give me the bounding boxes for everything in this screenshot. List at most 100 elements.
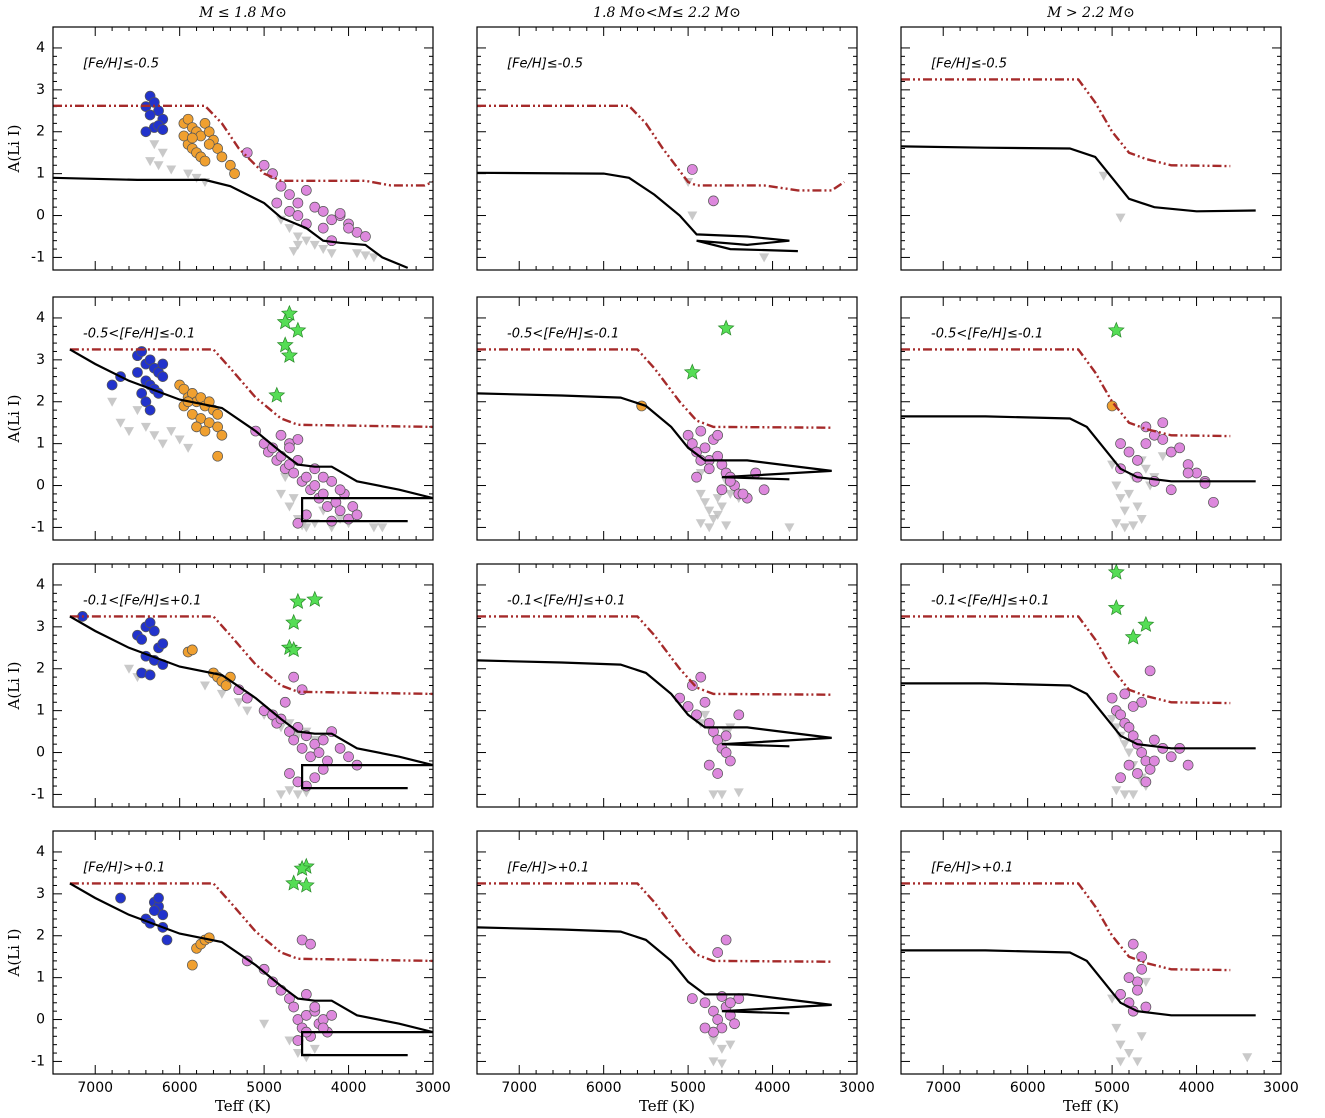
annotation: [Fe/H]≤-0.5: [83, 57, 159, 72]
y-tick-label: -1: [31, 519, 45, 535]
star-point: [682, 701, 694, 712]
upper-limit: [352, 249, 362, 259]
upper-limit: [700, 498, 710, 508]
star-point: [695, 671, 707, 683]
upper-limit: [292, 240, 303, 250]
star-point: [144, 669, 156, 681]
star-point: [229, 168, 240, 179]
panel-frame: [900, 830, 1282, 1075]
y-tick-label: 2: [36, 124, 45, 140]
upper-limit: [708, 1036, 719, 1046]
panel-frame: [476, 563, 858, 808]
annotation: -0.5<[Fe/H]≤-0.1: [507, 327, 619, 342]
upper-limit: [1107, 715, 1118, 725]
upper-limit: [1115, 213, 1126, 223]
star-point: [686, 680, 698, 691]
star-point: [1127, 730, 1139, 742]
upper-limit: [153, 161, 164, 171]
upper-limit: [377, 523, 388, 533]
li-rich-star: [1107, 321, 1125, 338]
star-point: [178, 383, 190, 395]
upper-limit: [716, 502, 727, 512]
upper-limit: [368, 523, 379, 533]
star-point: [284, 205, 295, 217]
star-point: [1165, 446, 1177, 458]
li-rich-star: [1137, 615, 1155, 632]
star-point: [360, 231, 371, 242]
star-point: [1119, 688, 1131, 700]
star-point: [724, 997, 736, 1009]
star-point: [157, 124, 169, 135]
upper-limit: [200, 681, 210, 691]
star-point: [351, 509, 363, 521]
upper-limit: [1124, 489, 1134, 499]
upper-limit: [704, 523, 715, 533]
star-point: [1140, 1001, 1152, 1013]
star-point: [136, 346, 148, 357]
star-point: [708, 1005, 719, 1017]
star-point: [309, 201, 321, 213]
star-point: [267, 168, 278, 179]
panel: -0.1<[Fe/H]≤+0.1: [476, 563, 858, 808]
upper-limit: [1140, 464, 1151, 474]
panel: 7000 6000 5000 4000 3000 Teff (K) [Fe/H]>+0.1: [476, 830, 875, 1115]
star-point: [712, 768, 724, 779]
star-point: [288, 734, 300, 746]
plot-area: [477, 882, 832, 1069]
model-dashdot-line: [53, 104, 433, 187]
star-point: [716, 991, 728, 1002]
star-point: [292, 517, 304, 529]
annotation: -0.1<[Fe/H]≤+0.1: [83, 594, 202, 609]
star-point: [326, 1009, 338, 1021]
star-point: [157, 371, 169, 382]
y-tick-label: 0: [36, 1012, 45, 1028]
upper-limit: [708, 1057, 719, 1067]
star-point: [1132, 455, 1143, 466]
x-tick-label: 5000: [670, 1080, 706, 1096]
star-point: [241, 147, 253, 159]
star-point: [300, 989, 312, 1000]
upper-limit: [132, 406, 143, 416]
upper-limit: [335, 515, 346, 525]
plot-area: [69, 590, 433, 800]
star-point: [292, 210, 304, 221]
upper-limit: [292, 790, 303, 800]
star-point: [691, 446, 702, 458]
star-point: [712, 1014, 724, 1025]
upper-limit: [1119, 790, 1130, 800]
x-tick-label: 7000: [925, 1080, 961, 1096]
upper-limit: [695, 468, 706, 478]
star-point: [296, 934, 308, 946]
star-point: [153, 892, 164, 904]
star-point: [1123, 972, 1135, 983]
star-point: [708, 195, 719, 207]
upper-limit: [276, 489, 286, 499]
star-point: [212, 143, 224, 154]
upper-limit: [288, 494, 299, 504]
upper-limit: [242, 706, 253, 716]
upper-limit: [284, 502, 295, 512]
star-point: [288, 467, 300, 479]
plot-area: [901, 321, 1256, 533]
model-dashdot-line: [69, 348, 433, 429]
star-point: [1157, 417, 1169, 429]
star-point: [1144, 665, 1156, 677]
star-point: [1165, 484, 1177, 496]
star-point: [317, 205, 329, 217]
star-point: [720, 730, 732, 742]
y-tick-label: 3: [36, 352, 45, 368]
upper-limit: [725, 489, 736, 499]
li-rich-star: [683, 363, 701, 380]
upper-limit: [1136, 515, 1147, 525]
star-point: [309, 738, 321, 750]
upper-limit: [725, 1040, 736, 1050]
star-point: [1199, 478, 1211, 489]
upper-limit: [1098, 171, 1109, 181]
li-rich-star: [285, 613, 303, 630]
star-point: [334, 505, 346, 517]
upper-limit: [157, 439, 168, 449]
star-point: [729, 1018, 740, 1030]
y-axis-label: A(Li I): [5, 929, 23, 978]
star-point: [1136, 747, 1148, 758]
upper-limit: [721, 521, 732, 531]
